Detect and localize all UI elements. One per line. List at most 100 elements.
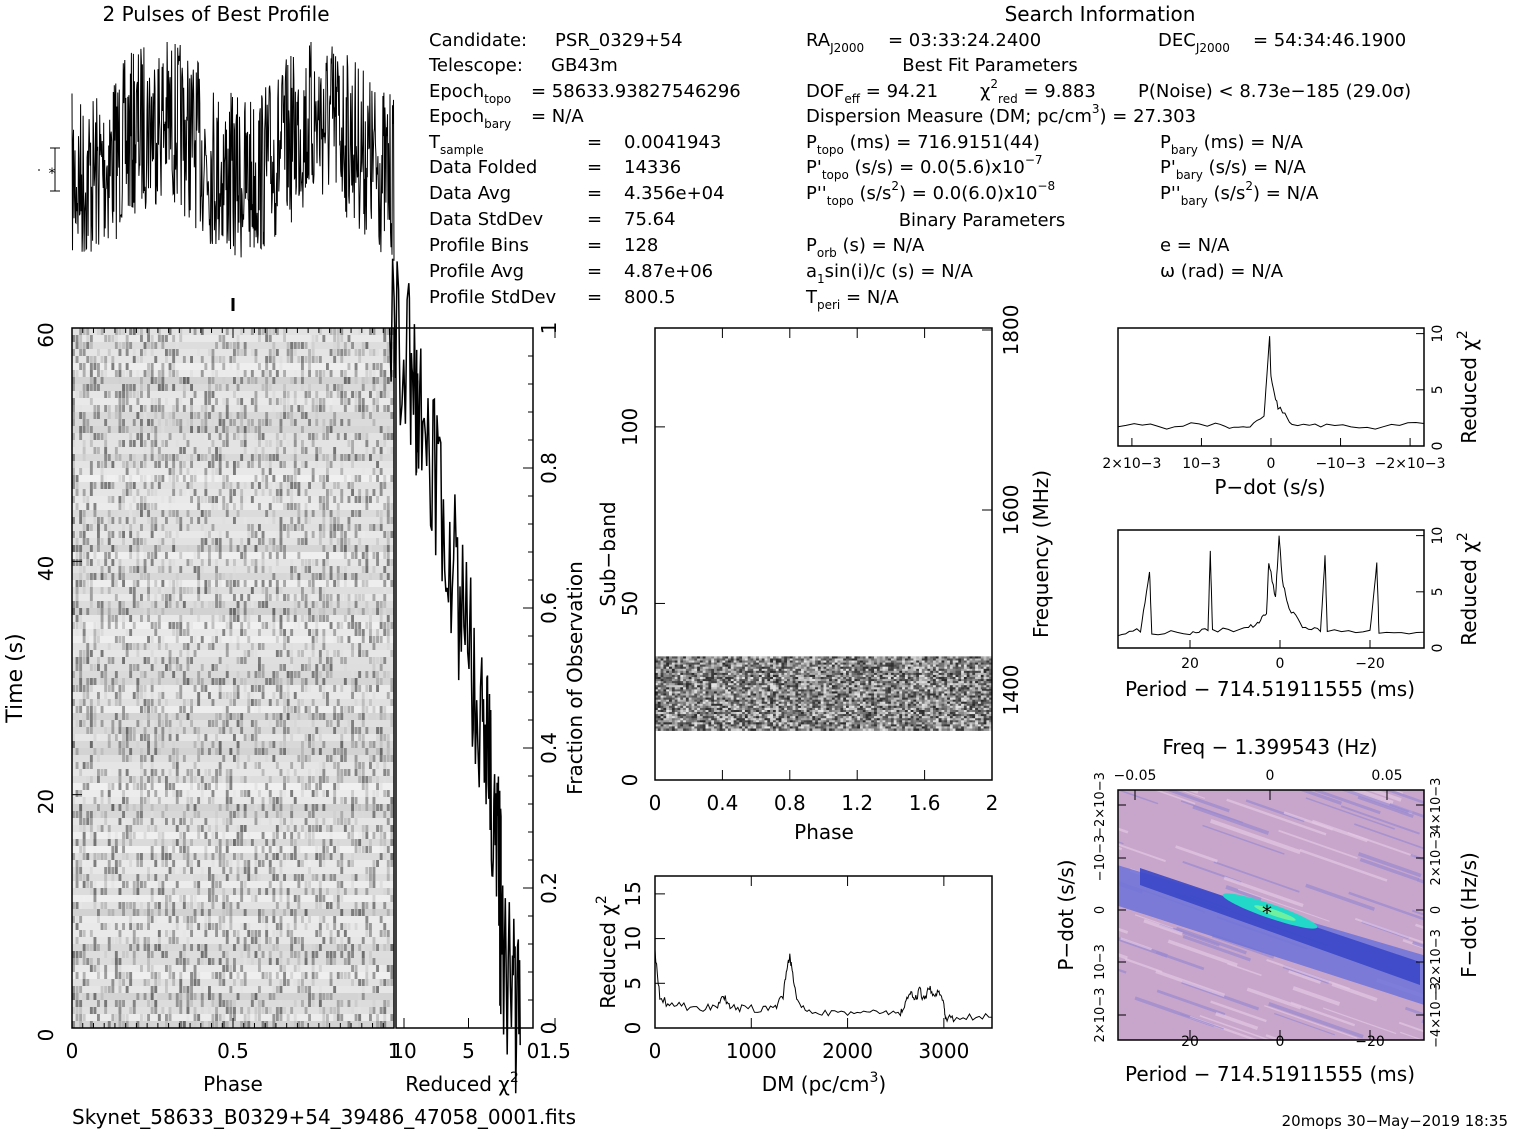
dm-xtick: 0 xyxy=(649,1039,662,1063)
pdot-curve xyxy=(1117,336,1425,430)
ppdot-top-tick: 0 xyxy=(1266,768,1275,784)
svg-text:Ptopo (ms) = 716.9151(44): Ptopo (ms) = 716.9151(44) xyxy=(806,132,1040,157)
period-ytick: 5 xyxy=(1430,587,1446,596)
ppdot-xtick: 0 xyxy=(1276,1034,1285,1050)
svg-text:Reduced χ2: Reduced χ2 xyxy=(405,1070,519,1096)
time-ytick: 60 xyxy=(34,322,58,347)
p-orb-value: N/A xyxy=(892,235,925,256)
epoch-topo-key: Epoch xyxy=(429,81,484,102)
dof-value: 94.21 xyxy=(887,81,939,102)
pdd-topo-exp: −8 xyxy=(1037,179,1055,193)
ppdot-top-tick: 0.05 xyxy=(1371,768,1402,784)
epoch-topo-sub: topo xyxy=(484,92,511,106)
dm-xtick: 1000 xyxy=(726,1039,777,1063)
svg-text:=: = xyxy=(587,209,602,230)
ra-sub: J2000 xyxy=(829,41,864,55)
pdot-xtick: 10−3 xyxy=(1182,456,1220,472)
pd-topo-value: 0.0(5.6)x10 xyxy=(920,157,1025,178)
fraction-tick: 0.8 xyxy=(537,452,561,484)
time-axis-label: Time (s) xyxy=(3,633,28,723)
period-panel: 20 0 −20 0 5 10 Period − 714.51911555 (ms) Re… xyxy=(1117,527,1481,701)
dm-ylabel: Reduced χ xyxy=(596,904,620,1009)
dm-line: Dispersion Measure (DM; pc/cm xyxy=(806,106,1092,127)
subband-frame xyxy=(654,327,993,781)
svg-text:RAJ2000: RAJ2000 xyxy=(806,30,864,55)
dec-label: DEC xyxy=(1158,30,1196,51)
pdot-xtick: 0 xyxy=(1267,456,1276,472)
redchi-xtick: 10 xyxy=(391,1039,416,1063)
period-ytick: 0 xyxy=(1430,644,1446,653)
phase-axis-label: Phase xyxy=(203,1072,263,1096)
redchi-xtick: 5 xyxy=(462,1039,475,1063)
frequency-tick: 1400 xyxy=(999,665,1023,716)
svg-text:Tsample: Tsample xyxy=(428,132,484,157)
period-frame xyxy=(1117,529,1425,649)
profile-bins-key: Profile Bins xyxy=(429,235,529,256)
fdot-tick: −2×10−3 xyxy=(1429,929,1444,995)
svg-text:=: = xyxy=(587,235,602,256)
profile-panel: * xyxy=(38,41,395,311)
time-phase-xtick: 1.5 xyxy=(539,1039,571,1063)
svg-text:DECJ2000: DECJ2000 xyxy=(1158,30,1230,55)
subband-ytick: 0 xyxy=(618,774,642,787)
svg-text:a1sin(i)/c (s) = N/A: a1sin(i)/c (s) = N/A xyxy=(806,261,974,286)
candidate-value: PSR_0329+54 xyxy=(555,30,683,51)
period-ytick: 10 xyxy=(1430,527,1446,545)
svg-text:P''bary (s/s2) = N/A: P''bary (s/s2) = N/A xyxy=(1160,179,1319,208)
profile-avg-value: 4.87e+06 xyxy=(624,261,713,282)
subband-axis-label: Sub−band xyxy=(596,501,620,606)
redchi-time-panel: 10 5 0 0 0.2 0.4 0.6 0.8 1 Reduced χ2 Fraction o… xyxy=(388,258,587,1096)
profile-title: 2 Pulses of Best Profile xyxy=(103,2,330,26)
dec-value: = 54:34:46.1900 xyxy=(1253,30,1406,51)
ecc-value: e = N/A xyxy=(1160,235,1230,256)
tsample-value: 0.0041943 xyxy=(624,132,721,153)
svg-text:P''topo (s/s2) = 0.0(6.0)x10−8: P''topo (s/s2) = 0.0(6.0)x10−8 xyxy=(806,179,1055,208)
pd-topo-exp: −7 xyxy=(1025,153,1043,167)
time-ytick: 40 xyxy=(34,556,58,581)
frequency-axis-label: Frequency (MHz) xyxy=(1029,470,1053,638)
subband-ytick: 100 xyxy=(618,408,642,446)
telescope-key: Telescope: xyxy=(428,55,523,76)
epoch-bary-key: Epoch xyxy=(429,106,484,127)
pdot-xlabel: P−dot (s/s) xyxy=(1214,475,1325,499)
omega-value: ω (rad) = N/A xyxy=(1160,261,1284,282)
svg-text:=: = xyxy=(587,261,602,282)
dm-ytick: 0 xyxy=(621,1022,645,1035)
profile-curve xyxy=(71,41,395,261)
dm-value: ) = 27.303 xyxy=(1100,106,1197,127)
subband-xtick: 0 xyxy=(649,791,662,815)
fraction-axis-label: Fraction of Observation xyxy=(563,561,587,795)
svg-text:=: = xyxy=(587,287,602,308)
p-topo-value: 716.9151(44) xyxy=(917,132,1040,153)
ppdot-panel: * 20 0 −20−0.05 0 0.052×10−310−30−10−3−2×10−… xyxy=(1054,735,1481,1086)
ppdot-band xyxy=(1140,868,1420,985)
fraction-tick: 0.2 xyxy=(537,872,561,904)
subband-xtick: 2 xyxy=(986,791,999,815)
svg-text:Epochbary: Epochbary xyxy=(429,106,511,131)
data-stddev-value: 75.64 xyxy=(624,209,676,230)
ppdot-ytick: −2×10−3 xyxy=(1093,772,1108,838)
profile-avg-key: Profile Avg xyxy=(429,261,524,282)
filename-label: Skynet_58633_B0329+54_39486_47058_0001.f… xyxy=(72,1105,576,1129)
pdot-ytick: 5 xyxy=(1430,385,1446,394)
ppdot-xtick: −20 xyxy=(1355,1034,1385,1050)
binary-params-title: Binary Parameters xyxy=(899,210,1066,231)
period-ylabel: Reduced χ xyxy=(1457,541,1481,646)
svg-text:Dispersion Measure (DM; pc/cm3: Dispersion Measure (DM; pc/cm3) = 27.303 xyxy=(806,102,1196,127)
ra-value: = 03:33:24.2400 xyxy=(888,30,1041,51)
pdot-xtick: 2×10−3 xyxy=(1102,456,1161,472)
subband-xtick: 0.8 xyxy=(774,791,806,815)
candidate-info-block: Candidate: PSR_0329+54 Telescope: GB43m … xyxy=(428,30,741,308)
chi2-red-value: 9.883 xyxy=(1044,81,1096,102)
time-ytick: 0 xyxy=(34,1029,58,1042)
subband-xtick: 0.4 xyxy=(706,791,738,815)
redchi-time-frame xyxy=(395,327,534,1029)
svg-text:DOFeff = 94.21: DOFeff = 94.21 xyxy=(806,81,938,106)
epoch-topo-value: = 58633.93827546296 xyxy=(531,81,741,102)
profile-stddev-key: Profile StdDev xyxy=(429,287,557,308)
redchi-time-curve xyxy=(388,258,521,1094)
ppdot-ytick: 10−3 xyxy=(1093,944,1108,980)
dm-ytick: 15 xyxy=(621,881,645,906)
